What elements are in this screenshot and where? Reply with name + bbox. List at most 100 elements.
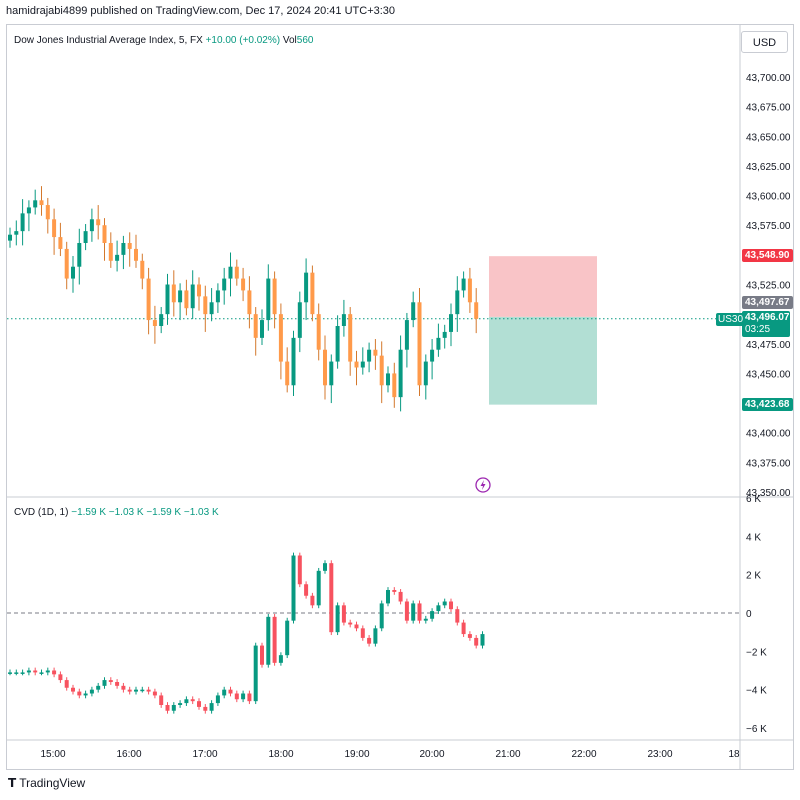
cvd-bar: [83, 693, 88, 696]
cvd-tick-label: 2 K: [746, 571, 761, 582]
candle-body: [341, 314, 346, 326]
cvd-bar: [348, 622, 353, 625]
candle-body: [417, 302, 422, 386]
price-tick-label: 43,575.00: [746, 221, 791, 232]
bar-countdown: 03:25: [745, 324, 771, 335]
candle-body: [64, 248, 69, 279]
bolt-icon[interactable]: [475, 477, 491, 493]
cvd-bar: [423, 618, 428, 621]
cvd-tick-label: −6 K: [746, 724, 767, 735]
candle-body: [449, 314, 453, 332]
currency-button[interactable]: USD: [741, 31, 788, 53]
cvd-bar: [266, 616, 271, 665]
cvd-bar: [178, 703, 183, 705]
cvd-bar: [115, 682, 120, 686]
cvd-bar: [203, 706, 208, 711]
candle-body: [241, 278, 246, 291]
candle-body: [373, 349, 378, 356]
price-tick-label: 43,525.00: [746, 281, 791, 292]
cvd-bar: [215, 695, 220, 704]
candle-body: [398, 349, 403, 398]
cvd-bar: [152, 691, 157, 696]
price-tick-label: 43,650.00: [746, 132, 791, 143]
cvd-tick-label: 0: [746, 609, 752, 620]
candle-body: [474, 302, 479, 319]
candle-body: [291, 337, 296, 386]
candle-body: [33, 200, 38, 208]
candle-body: [102, 225, 107, 243]
candle-body: [228, 266, 233, 279]
candle-body: [140, 260, 145, 279]
candle-body: [190, 284, 195, 309]
candle-body: [348, 314, 353, 362]
candle-body: [171, 284, 176, 303]
brand-text: TradingView: [19, 776, 86, 790]
cvd-tick-label: −4 K: [746, 686, 767, 697]
candle-body: [89, 219, 94, 232]
time-tick-label: 18:00: [268, 749, 293, 760]
cvd-bar: [341, 605, 346, 623]
cvd-bar: [430, 611, 435, 619]
cvd-bar: [461, 622, 466, 635]
price-change: +10.00 (+0.02%): [205, 35, 281, 46]
candle-body: [335, 326, 340, 362]
candle-body: [58, 237, 63, 249]
cvd-value-2: −1.03 K: [108, 507, 144, 518]
candle-body: [354, 361, 359, 368]
cvd-bar: [272, 616, 277, 663]
cvd-bar: [253, 645, 258, 702]
time-tick-label: 22:00: [571, 749, 596, 760]
candle-body: [360, 361, 365, 368]
cvd-value-3: −1.59 K: [146, 507, 182, 518]
cvd-bar: [52, 670, 57, 675]
stop-price-tag: 43,423.68: [742, 398, 793, 411]
time-tick-label: 18: [728, 749, 740, 760]
chart-frame: [6, 24, 794, 770]
candle-body: [461, 278, 466, 291]
cvd-bar: [392, 590, 397, 592]
candle-body: [310, 272, 315, 315]
candle-body: [423, 361, 428, 386]
time-tick-label: 19:00: [344, 749, 369, 760]
candle-body: [209, 302, 214, 315]
cvd-bar: [260, 645, 264, 665]
candle-body: [367, 349, 372, 362]
candle-body: [411, 302, 416, 321]
time-tick-label: 16:00: [116, 749, 141, 760]
cvd-bar: [39, 672, 44, 674]
cvd-bar: [247, 693, 252, 702]
candle-body: [222, 278, 227, 291]
cvd-bar: [222, 689, 227, 696]
volume-label: Vol: [282, 35, 297, 46]
cvd-bar: [127, 689, 132, 692]
candle-body: [71, 266, 75, 279]
candle-body: [272, 278, 277, 315]
candle-body: [159, 314, 164, 326]
cvd-bar: [165, 705, 170, 711]
stop-zone: [489, 316, 597, 405]
candle-body: [379, 355, 384, 386]
price-tick-label: 43,700.00: [746, 73, 791, 84]
symbol-title[interactable]: Dow Jones Industrial Average Index, 5, F…: [14, 35, 203, 46]
candle-body: [203, 296, 208, 315]
entry-price-tag: 43,497.67: [742, 296, 793, 309]
cvd-bar: [455, 609, 460, 623]
candle-body: [39, 200, 44, 206]
cvd-tick-label: 6 K: [746, 494, 761, 505]
cvd-bar: [228, 689, 233, 694]
candle-body: [392, 373, 397, 398]
cvd-bar: [480, 634, 485, 646]
cvd-tick-label: −2 K: [746, 647, 767, 658]
cvd-bar: [184, 699, 189, 704]
cvd-title[interactable]: CVD (1D, 1): [14, 507, 69, 518]
candle-body: [247, 290, 252, 315]
cvd-value-4: −1.03 K: [183, 507, 219, 518]
cvd-bar: [64, 680, 69, 688]
cvd-bar: [89, 689, 94, 694]
time-tick-label: 20:00: [419, 749, 444, 760]
main-legend: Dow Jones Industrial Average Index, 5, F…: [14, 35, 313, 46]
cvd-bar: [241, 693, 246, 700]
time-tick-label: 15:00: [40, 749, 65, 760]
symbol-price-tag: US30: [716, 313, 746, 326]
